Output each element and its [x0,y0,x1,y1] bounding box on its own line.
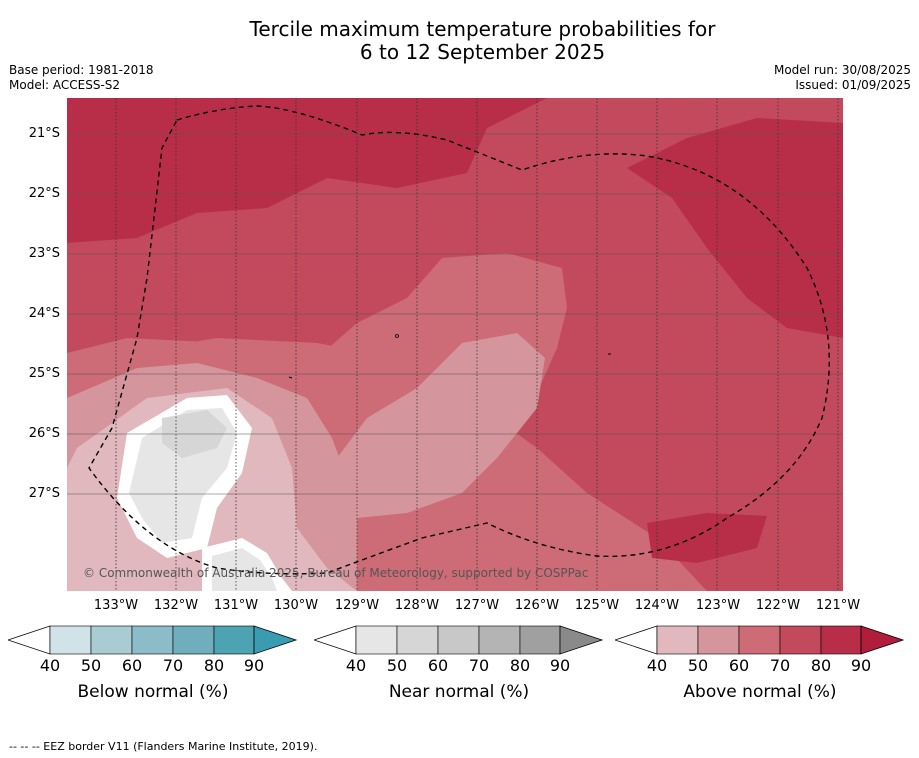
eez-border-line [88,105,830,575]
legend-ticks: 40 50 60 70 80 90 [615,656,905,676]
lon-label: 127°W [454,598,500,613]
region-above-80-east [627,118,843,338]
lat-label: 21°S [28,126,60,141]
legend-tick: 90 [243,656,265,675]
lon-label: 129°W [334,598,380,613]
legend-tick: 60 [121,656,143,675]
title-line-2: 6 to 12 September 2025 [359,40,606,64]
lon-label: 128°W [394,598,440,613]
base-period-label: Base period: 1981-2018 [9,63,154,77]
model-run-label: Model run: 30/08/2025 [773,63,911,77]
lat-label: 27°S [28,486,60,501]
lon-label: 124°W [634,598,680,613]
region-near-40-south [212,548,277,591]
lon-label: 131°W [213,598,259,613]
lat-label: 25°S [28,366,60,381]
lon-label: 133°W [93,598,139,613]
region-above-50-central [337,333,545,518]
legend-tick: 80 [203,656,225,675]
lon-label: 132°W [153,598,199,613]
legend-colorbar [8,625,298,655]
lon-label: 121°W [815,598,861,613]
lon-label: 125°W [574,598,620,613]
lon-label: 122°W [755,598,801,613]
legend-tick: 70 [769,656,791,675]
issued-label: Issued: 01/09/2025 [795,78,911,92]
legend-title: Above normal (%) [683,682,837,702]
title-line-1: Tercile maximum temperature probabilitie… [249,17,716,41]
lon-label: 130°W [273,598,319,613]
legend-below-normal: 40 50 60 70 80 90 Below normal (%) [8,624,298,702]
legend-tick: 90 [850,656,872,675]
legend-tick: 40 [646,656,668,675]
map-graticule [67,133,843,495]
map-svg [67,98,843,591]
legend-tick: 40 [345,656,367,675]
eez-footnote: -- -- -- EEZ border V11 (Flanders Marine… [9,740,318,753]
lon-label: 126°W [514,598,560,613]
legend-tick: 60 [728,656,750,675]
legend-title: Below normal (%) [77,682,229,702]
legend-tick: 70 [468,656,490,675]
island-marker [395,334,399,338]
legend-tick: 60 [427,656,449,675]
lon-label: 123°W [695,598,741,613]
model-label: Model: ACCESS-S2 [9,78,121,92]
island-marker [288,376,293,379]
lat-label: 22°S [28,186,60,201]
legend-tick: 50 [386,656,408,675]
region-above-80-southeast [647,513,767,563]
lat-label: 26°S [28,426,60,441]
legend-above-normal: 40 50 60 70 80 90 Above normal (%) [615,624,905,702]
legend-near-normal: 40 50 60 70 80 90 Near normal (%) [314,624,604,702]
legend-title: Near normal (%) [388,682,530,702]
legend-tick: 70 [162,656,184,675]
copyright-credit: © Commonwealth of Australia 2025, Bureau… [83,566,589,580]
lat-label: 24°S [28,306,60,321]
legend-colorbar [314,625,604,655]
legend-colorbar [615,625,905,655]
legend-tick: 50 [80,656,102,675]
legend-tick: 50 [687,656,709,675]
legend-tick: 40 [39,656,61,675]
lat-label: 23°S [28,246,60,261]
probability-map [67,98,843,591]
map-meridians [115,98,839,591]
legend-tick: 80 [810,656,832,675]
legend-ticks: 40 50 60 70 80 90 [314,656,604,676]
legend-tick: 80 [509,656,531,675]
meta-right: Model run: 30/08/2025 Issued: 01/09/2025 [774,63,911,93]
legend-ticks: 40 50 60 70 80 90 [8,656,298,676]
meta-left: Base period: 1981-2018 Model: ACCESS-S2 [9,63,154,93]
map-title: Tercile maximum temperature probabilitie… [0,18,919,64]
legend-tick: 90 [549,656,571,675]
